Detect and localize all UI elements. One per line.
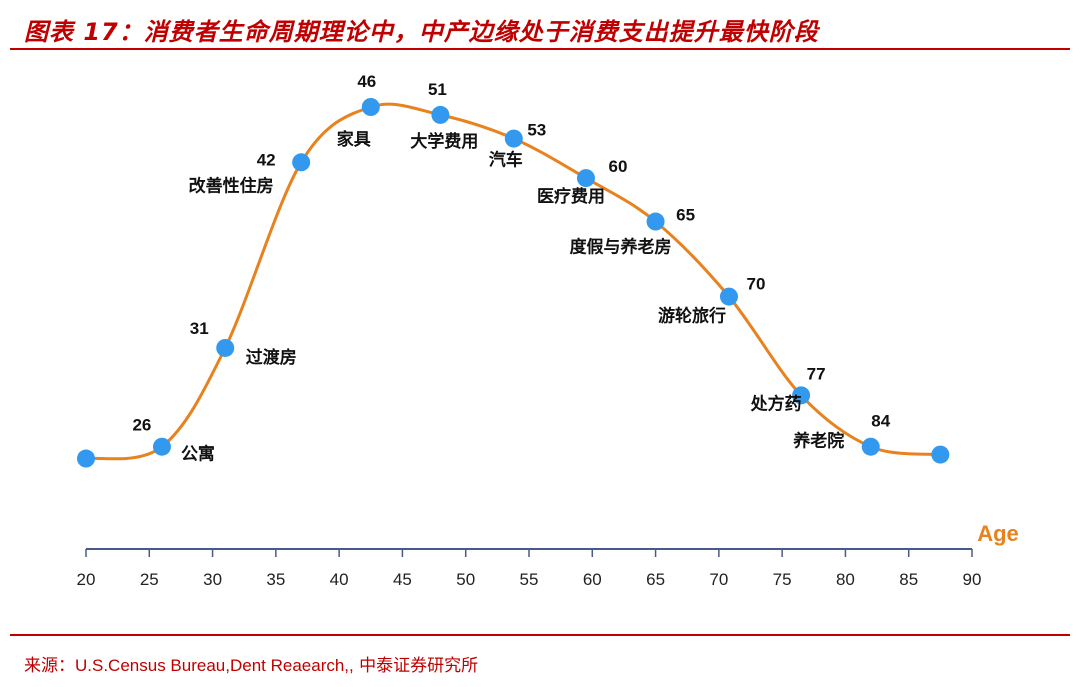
data-point	[861, 437, 880, 456]
data-label-age: 31	[190, 319, 209, 338]
data-label-category: 医疗费用	[537, 186, 605, 207]
data-label-category: 游轮旅行	[658, 306, 726, 327]
data-point	[719, 287, 738, 306]
x-tick-label: 70	[709, 570, 728, 589]
x-axis-title: Age	[977, 521, 1019, 546]
x-tick-label: 85	[899, 570, 918, 589]
data-point	[931, 445, 950, 464]
data-label-age: 42	[257, 150, 276, 169]
x-tick-label: 50	[456, 570, 475, 589]
data-point	[216, 338, 235, 357]
title-bar: 图表 17：消费者生命周期理论中，中产边缘处于消费支出提升最快阶段	[0, 0, 1080, 50]
chart-title: 图表 17：消费者生命周期理论中，中产边缘处于消费支出提升最快阶段	[24, 18, 819, 46]
data-point	[361, 98, 380, 116]
x-tick-label: 55	[520, 570, 539, 589]
data-label-category: 养老院	[792, 431, 844, 452]
x-tick-label: 30	[203, 570, 222, 589]
data-point	[152, 437, 171, 456]
data-label-category: 公寓	[181, 444, 215, 465]
x-tick-label: 35	[266, 570, 285, 589]
x-tick-label: 20	[77, 570, 96, 589]
data-label-category: 度假与养老房	[570, 237, 672, 258]
source-suffix: 中泰证券研究所	[353, 656, 479, 676]
data-label-category: 过渡房	[246, 347, 297, 368]
x-tick-label: 80	[836, 570, 855, 589]
title-divider	[10, 48, 1070, 50]
life-cycle-chart: 20 25 30 35 40 45 50 55 60 65 70 75 80 85 90 Age 26 公寓 31…	[77, 72, 1019, 589]
data-label-age: 84	[871, 412, 890, 431]
x-tick-label: 65	[646, 570, 665, 589]
data-label-category: 处方药	[750, 393, 802, 414]
x-tick-label: 25	[140, 570, 159, 589]
x-tick-label: 60	[583, 570, 602, 589]
x-tick-label: 75	[773, 570, 792, 589]
data-point	[504, 129, 523, 148]
data-label-age: 51	[428, 80, 447, 99]
data-point	[431, 105, 450, 124]
data-point	[576, 169, 595, 188]
data-label-age: 26	[132, 416, 151, 435]
data-label-age: 60	[608, 157, 627, 176]
data-label-age: 77	[807, 364, 826, 383]
source-prefix: 来源：	[24, 656, 75, 676]
x-tick-label: 40	[330, 570, 349, 589]
data-point	[77, 449, 95, 468]
data-label-age: 70	[747, 275, 766, 294]
x-tick-label: 45	[393, 570, 412, 589]
data-points	[77, 98, 950, 468]
source-note: 来源：U.S.Census Bureau,Dent Reaearch,, 中泰证…	[24, 651, 478, 676]
x-axis: 20 25 30 35 40 45 50 55 60 65 70 75 80 85 90 Age	[77, 521, 1019, 589]
data-label-category: 家具	[337, 129, 371, 150]
x-tick-label: 90	[963, 570, 982, 589]
source-latin: U.S.Census Bureau,Dent Reaearch,,	[75, 656, 354, 675]
data-label-age: 46	[357, 72, 376, 91]
data-point	[646, 212, 665, 231]
data-label-category: 大学费用	[410, 131, 478, 152]
data-point	[792, 386, 811, 405]
data-point	[292, 153, 311, 172]
chart-area: 20 25 30 35 40 45 50 55 60 65 70 75 80 85 90 Age 26 公寓 31…	[0, 52, 1080, 632]
data-label-age: 65	[676, 206, 695, 225]
data-label-age: 53	[527, 121, 546, 140]
source-divider	[10, 634, 1070, 636]
data-label-category: 改善性住房	[189, 175, 274, 196]
data-label-category: 汽车	[489, 150, 523, 171]
